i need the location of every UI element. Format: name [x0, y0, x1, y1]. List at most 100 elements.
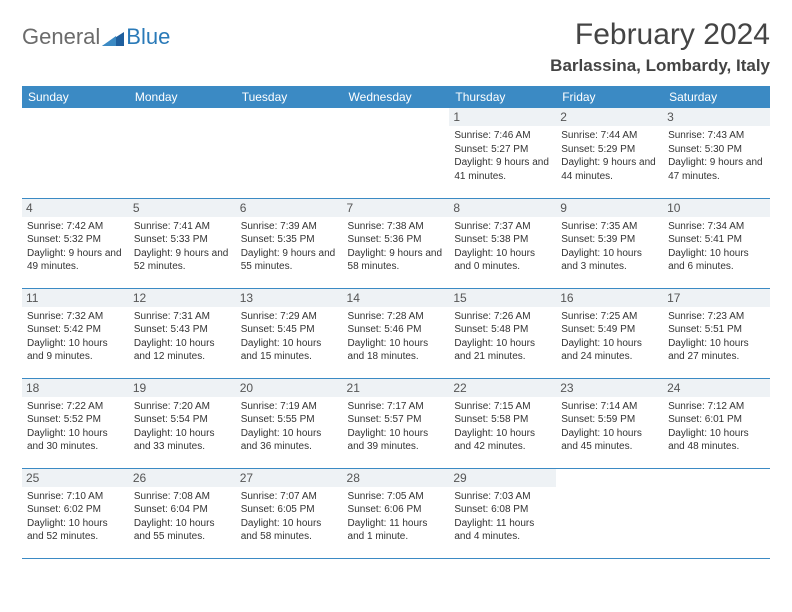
daylight: Daylight: 10 hours and 0 minutes.	[454, 247, 551, 274]
day-details: Sunrise: 7:03 AMSunset: 6:08 PMDaylight:…	[454, 490, 551, 544]
header: General Blue February 2024 Barlassina, L…	[22, 18, 770, 76]
sunset: Sunset: 5:54 PM	[134, 413, 231, 427]
sunrise: Sunrise: 7:23 AM	[668, 310, 765, 324]
calendar-day: .	[556, 468, 663, 558]
sunrise: Sunrise: 7:14 AM	[561, 400, 658, 414]
sunset: Sunset: 5:58 PM	[454, 413, 551, 427]
day-details: Sunrise: 7:35 AMSunset: 5:39 PMDaylight:…	[561, 220, 658, 274]
calendar-week: ....1Sunrise: 7:46 AMSunset: 5:27 PMDayl…	[22, 108, 770, 198]
sunrise: Sunrise: 7:32 AM	[27, 310, 124, 324]
calendar-day: 24Sunrise: 7:12 AMSunset: 6:01 PMDayligh…	[663, 378, 770, 468]
day-number: 25	[22, 469, 129, 487]
logo: General Blue	[22, 18, 170, 50]
day-details: Sunrise: 7:38 AMSunset: 5:36 PMDaylight:…	[348, 220, 445, 274]
calendar-day: 4 Sunrise: 7:42 AMSunset: 5:32 PMDaylight…	[22, 198, 129, 288]
calendar-day: .	[663, 468, 770, 558]
daylight: Daylight: 10 hours and 3 minutes.	[561, 247, 658, 274]
calendar-day: 8Sunrise: 7:37 AMSunset: 5:38 PMDaylight…	[449, 198, 556, 288]
sunrise: Sunrise: 7:31 AM	[134, 310, 231, 324]
day-number: 20	[236, 379, 343, 397]
calendar-day: 29 Sunrise: 7:03 AMSunset: 6:08 PMDayligh…	[449, 468, 556, 558]
sunset: Sunset: 6:01 PM	[668, 413, 765, 427]
day-number: 26	[129, 469, 236, 487]
sunset: Sunset: 5:39 PM	[561, 233, 658, 247]
daylight: Daylight: 10 hours and 58 minutes.	[241, 517, 338, 544]
day-details: Sunrise: 7:29 AMSunset: 5:45 PMDaylight:…	[241, 310, 338, 364]
sunrise: Sunrise: 7:43 AM	[668, 129, 765, 143]
day-details: Sunrise: 7:26 AMSunset: 5:48 PMDaylight:…	[454, 310, 551, 364]
day-number: 19	[129, 379, 236, 397]
daylight: Daylight: 10 hours and 21 minutes.	[454, 337, 551, 364]
daylight: Daylight: 10 hours and 27 minutes.	[668, 337, 765, 364]
weekday-header: Friday	[556, 86, 663, 108]
weekday-header: Wednesday	[343, 86, 450, 108]
sunset: Sunset: 5:30 PM	[668, 143, 765, 157]
calendar-day: 2Sunrise: 7:44 AMSunset: 5:29 PMDaylight…	[556, 108, 663, 198]
sunrise: Sunrise: 7:07 AM	[241, 490, 338, 504]
month-title: February 2024	[550, 18, 770, 52]
calendar-day: 19Sunrise: 7:20 AMSunset: 5:54 PMDayligh…	[129, 378, 236, 468]
weekday-header: Monday	[129, 86, 236, 108]
day-details: Sunrise: 7:19 AMSunset: 5:55 PMDaylight:…	[241, 400, 338, 454]
weekday-header: Sunday	[22, 86, 129, 108]
sunset: Sunset: 5:55 PM	[241, 413, 338, 427]
day-number: 7	[343, 199, 450, 217]
calendar-day: 9Sunrise: 7:35 AMSunset: 5:39 PMDaylight…	[556, 198, 663, 288]
daylight: Daylight: 10 hours and 33 minutes.	[134, 427, 231, 454]
sunset: Sunset: 5:38 PM	[454, 233, 551, 247]
day-number: 11	[22, 289, 129, 307]
day-details: Sunrise: 7:44 AMSunset: 5:29 PMDaylight:…	[561, 129, 658, 183]
sunset: Sunset: 5:51 PM	[668, 323, 765, 337]
day-details: Sunrise: 7:31 AMSunset: 5:43 PMDaylight:…	[134, 310, 231, 364]
day-details: Sunrise: 7:14 AMSunset: 5:59 PMDaylight:…	[561, 400, 658, 454]
day-number: 12	[129, 289, 236, 307]
sunrise: Sunrise: 7:29 AM	[241, 310, 338, 324]
calendar-day: 14Sunrise: 7:28 AMSunset: 5:46 PMDayligh…	[343, 288, 450, 378]
calendar-day: .	[22, 108, 129, 198]
calendar-day: 13Sunrise: 7:29 AMSunset: 5:45 PMDayligh…	[236, 288, 343, 378]
calendar-day: 20 Sunrise: 7:19 AMSunset: 5:55 PMDayligh…	[236, 378, 343, 468]
sunset: Sunset: 5:43 PM	[134, 323, 231, 337]
calendar-day: .	[129, 108, 236, 198]
day-details: Sunrise: 7:34 AMSunset: 5:41 PMDaylight:…	[668, 220, 765, 274]
daylight: Daylight: 10 hours and 36 minutes.	[241, 427, 338, 454]
daylight: Daylight: 9 hours and 49 minutes.	[27, 247, 124, 274]
day-number: 6	[236, 199, 343, 217]
sunset: Sunset: 5:27 PM	[454, 143, 551, 157]
calendar-day: 12 Sunrise: 7:31 AMSunset: 5:43 PMDayligh…	[129, 288, 236, 378]
sunset: Sunset: 5:36 PM	[348, 233, 445, 247]
calendar-day: 11Sunrise: 7:32 AMSunset: 5:42 PMDayligh…	[22, 288, 129, 378]
sunset: Sunset: 6:04 PM	[134, 503, 231, 517]
daylight: Daylight: 9 hours and 52 minutes.	[134, 247, 231, 274]
title-block: February 2024 Barlassina, Lombardy, Ital…	[550, 18, 770, 76]
sunrise: Sunrise: 7:10 AM	[27, 490, 124, 504]
sunrise: Sunrise: 7:35 AM	[561, 220, 658, 234]
day-number: 29	[449, 469, 556, 487]
day-number: 23	[556, 379, 663, 397]
sunset: Sunset: 5:32 PM	[27, 233, 124, 247]
logo-text-blue: Blue	[126, 24, 170, 50]
day-details: Sunrise: 7:10 AMSunset: 6:02 PMDaylight:…	[27, 490, 124, 544]
day-number: 10	[663, 199, 770, 217]
sunset: Sunset: 6:05 PM	[241, 503, 338, 517]
daylight: Daylight: 9 hours and 58 minutes.	[348, 247, 445, 274]
calendar-day: 6 Sunrise: 7:39 AMSunset: 5:35 PMDaylight…	[236, 198, 343, 288]
day-number: 4	[22, 199, 129, 217]
daylight: Daylight: 10 hours and 42 minutes.	[454, 427, 551, 454]
calendar-day: .	[343, 108, 450, 198]
weekday-header: Saturday	[663, 86, 770, 108]
calendar-table: SundayMondayTuesdayWednesdayThursdayFrid…	[22, 86, 770, 559]
day-number: 14	[343, 289, 450, 307]
day-details: Sunrise: 7:12 AMSunset: 6:01 PMDaylight:…	[668, 400, 765, 454]
logo-triangle-icon	[102, 28, 124, 46]
day-details: Sunrise: 7:43 AMSunset: 5:30 PMDaylight:…	[668, 129, 765, 183]
daylight: Daylight: 9 hours and 47 minutes.	[668, 156, 765, 183]
calendar-day: 7 Sunrise: 7:38 AMSunset: 5:36 PMDaylight…	[343, 198, 450, 288]
calendar-day: 21Sunrise: 7:17 AMSunset: 5:57 PMDayligh…	[343, 378, 450, 468]
sunset: Sunset: 5:59 PM	[561, 413, 658, 427]
day-details: Sunrise: 7:42 AMSunset: 5:32 PMDaylight:…	[27, 220, 124, 274]
calendar-day: 23 Sunrise: 7:14 AMSunset: 5:59 PMDayligh…	[556, 378, 663, 468]
sunrise: Sunrise: 7:41 AM	[134, 220, 231, 234]
day-details: Sunrise: 7:39 AMSunset: 5:35 PMDaylight:…	[241, 220, 338, 274]
sunset: Sunset: 5:33 PM	[134, 233, 231, 247]
